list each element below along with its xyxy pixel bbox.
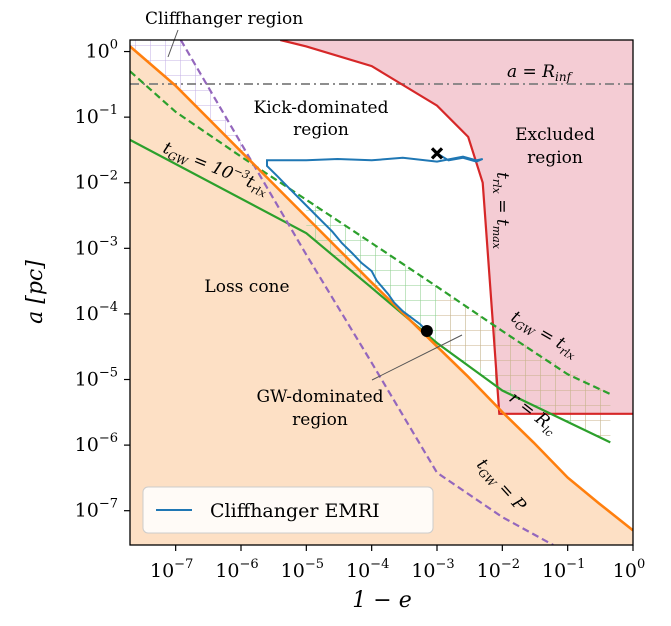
gw-region-label-1: GW-dominated (256, 387, 383, 407)
excluded-region-label-1: Excluded (515, 125, 595, 145)
kick-region-label-2: region (293, 120, 349, 140)
excluded-region-label-2: region (527, 148, 583, 168)
gw-region-pointer (371, 334, 463, 381)
y-tick-label: 100 (86, 38, 118, 63)
green-dashed-line (130, 70, 611, 396)
legend: Cliffhanger EMRI (142, 486, 434, 534)
x-tick-label: 10−5 (281, 557, 324, 582)
r-inf-label: a = Rinf (507, 62, 574, 84)
y-tick-label: 10−3 (75, 234, 118, 259)
plot-frame (129, 39, 634, 546)
x-tick-label: 10−7 (150, 557, 193, 582)
gw-region-label-2: region (292, 410, 348, 430)
y-axis-label: a [pc] (23, 260, 48, 324)
cliffhanger-pointer (167, 29, 179, 58)
x-ticks: 10−7 10−6 10−5 10−4 10−3 10−2 10−1 100 (150, 545, 645, 582)
loss-cone-label: Loss cone (204, 277, 289, 297)
tan-hatch-region (437, 286, 611, 443)
kick-region-label-1: Kick-dominated (254, 98, 389, 118)
x-tick-label: 100 (613, 557, 645, 582)
x-tick-label: 10−3 (411, 557, 454, 582)
y-tick-label: 10−4 (75, 300, 118, 325)
x-tick-label: 10−2 (477, 557, 520, 582)
loss-cone-boundary-line (130, 45, 633, 532)
x-tick-label: 10−4 (346, 557, 389, 582)
x-tick-label: 10−6 (215, 557, 258, 582)
emri-trajectory-line (266, 152, 484, 332)
y-tick-label: 10−6 (75, 431, 118, 456)
y-tick-label: 10−5 (75, 366, 118, 391)
y-ticks: 100 10−1 10−2 10−3 10−4 10−5 10−6 10−7 (75, 38, 130, 522)
excluded-region-fill (280, 40, 633, 414)
y-tick-label: 10−2 (75, 169, 118, 194)
x-marker (430, 147, 444, 160)
y-tick-label: 10−7 (75, 497, 118, 522)
x-axis-label: 1 − e (352, 588, 411, 613)
excluded-boundary-line (280, 40, 633, 415)
y-tick-label: 10−1 (75, 103, 118, 128)
x-tick-label: 10−1 (542, 557, 585, 582)
legend-emri-label: Cliffhanger EMRI (210, 500, 380, 522)
purple-dashed-line (179, 40, 554, 545)
circle-marker (420, 324, 433, 337)
cliffhanger-region-label: Cliffhanger region (145, 9, 303, 29)
